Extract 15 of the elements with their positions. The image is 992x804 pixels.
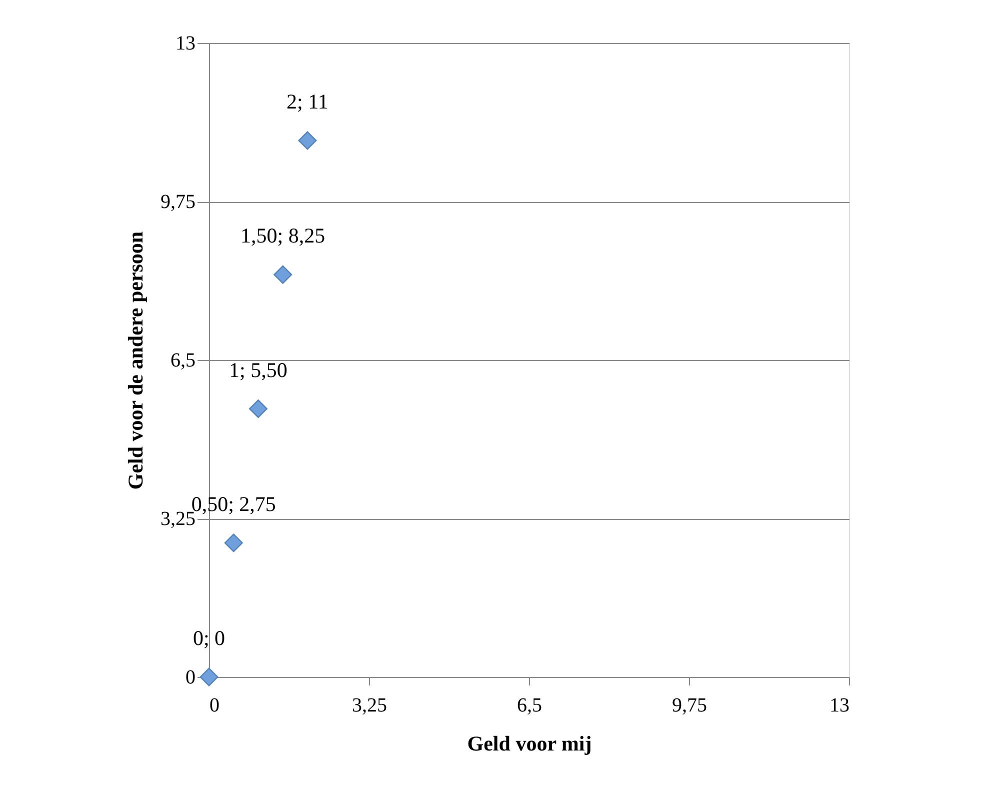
data-label: 0; 0 [192, 626, 226, 650]
x-tick-label: 6,5 [517, 694, 542, 716]
y-tick-label: 0 [186, 666, 196, 688]
data-label: 2; 11 [286, 90, 328, 114]
x-tick-label: 0 [210, 694, 220, 716]
y-tick-label: 6,5 [170, 350, 196, 372]
y-tick-label: 13 [176, 32, 196, 54]
x-tick-label: 3,25 [352, 694, 387, 716]
data-label: 1,50; 8,25 [240, 224, 326, 248]
y-axis-title: Geld voor de andere persoon [124, 231, 148, 490]
x-tick-label: 9,75 [672, 694, 707, 716]
data-label: 1; 5,50 [229, 358, 288, 382]
x-axis-title: Geld voor mij [467, 732, 592, 756]
x-tick-label: 13 [830, 694, 850, 716]
y-tick-label: 9,75 [160, 191, 196, 213]
